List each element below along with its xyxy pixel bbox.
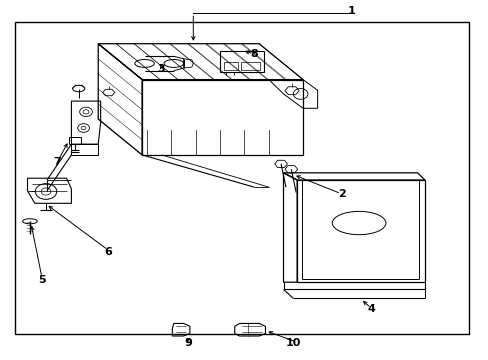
Text: 2: 2 bbox=[338, 189, 345, 199]
Bar bbox=[224, 62, 237, 69]
Text: 4: 4 bbox=[366, 304, 374, 314]
Text: 6: 6 bbox=[104, 247, 112, 257]
Text: 7: 7 bbox=[53, 157, 61, 167]
Text: 9: 9 bbox=[184, 338, 192, 348]
Text: 1: 1 bbox=[347, 6, 355, 17]
Text: 10: 10 bbox=[285, 338, 300, 348]
Bar bbox=[220, 51, 264, 72]
Text: 5: 5 bbox=[38, 275, 46, 285]
Text: 8: 8 bbox=[250, 49, 258, 59]
Bar bbox=[15, 22, 468, 334]
Text: 3: 3 bbox=[158, 64, 165, 74]
Bar bbox=[240, 62, 260, 69]
